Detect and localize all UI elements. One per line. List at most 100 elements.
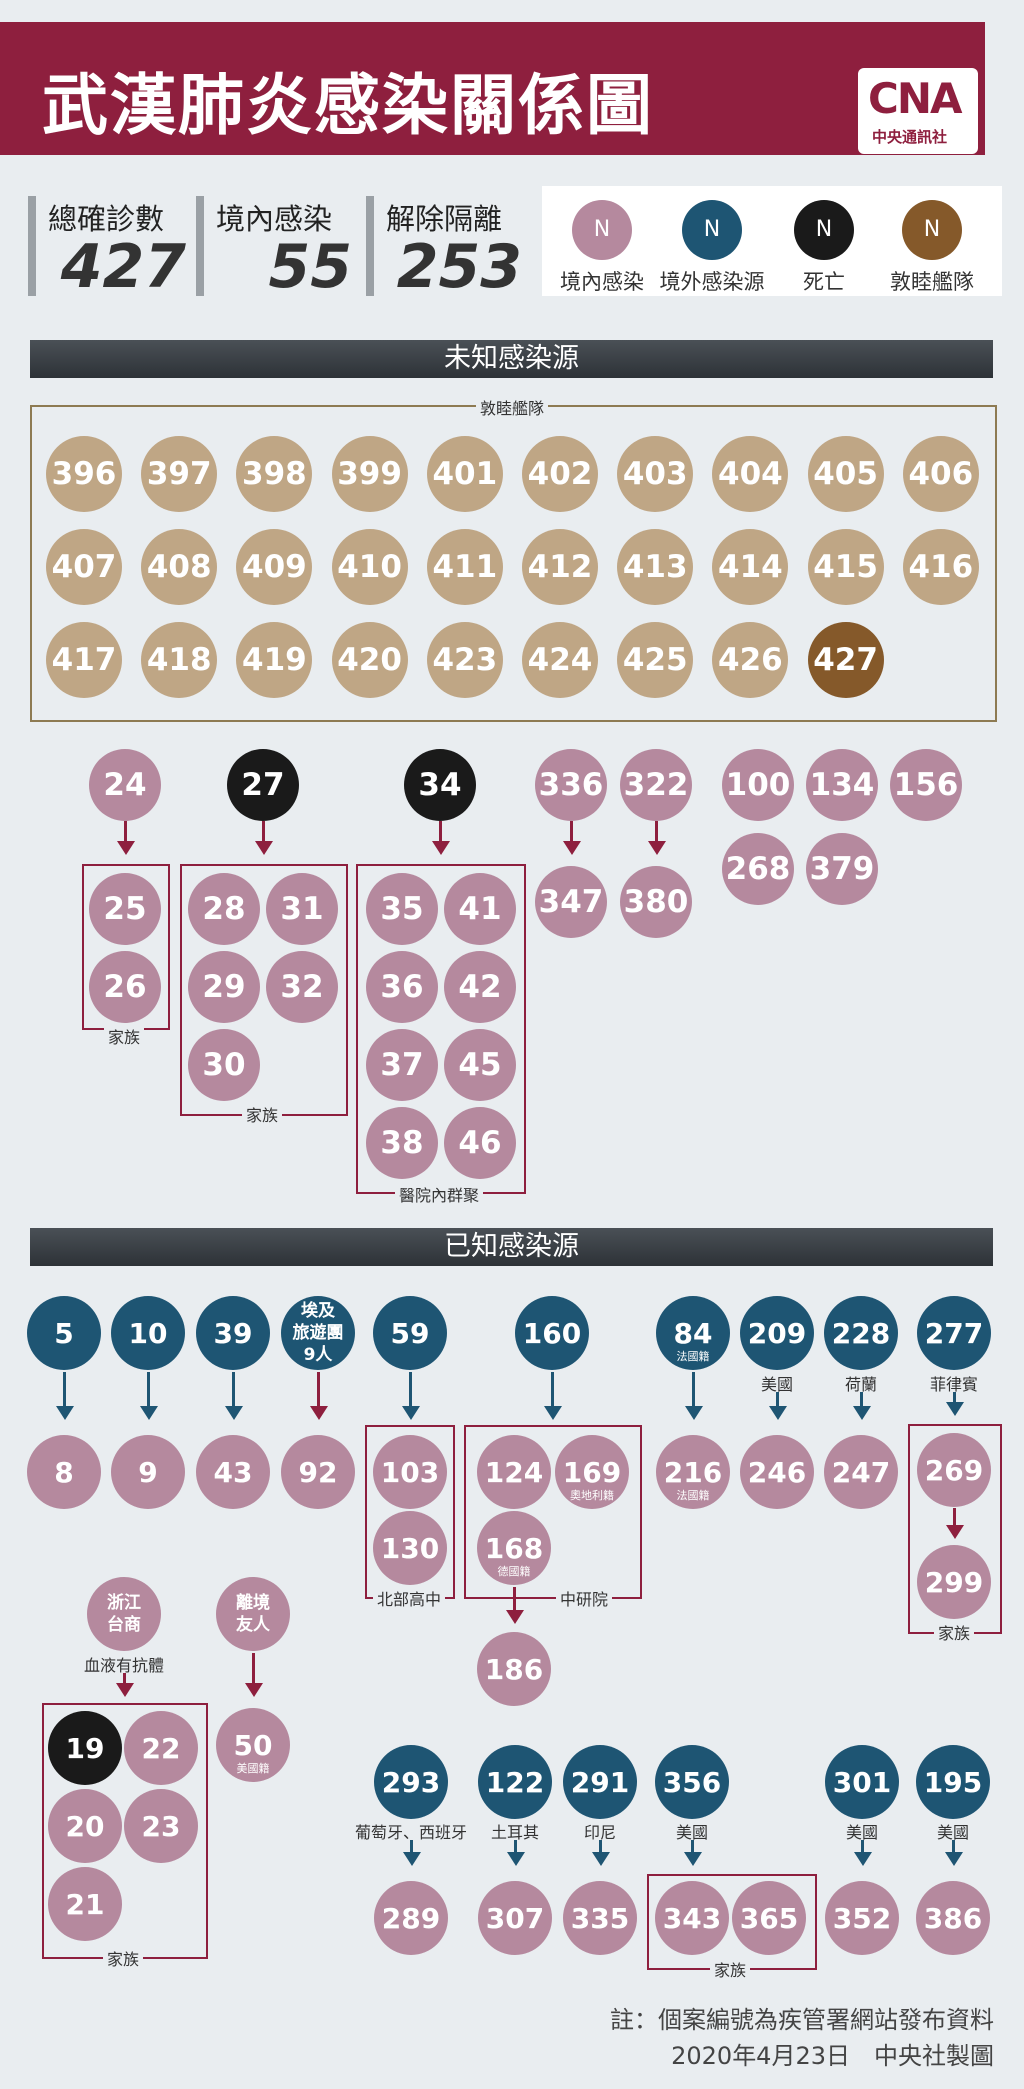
case-84: 84 法國籍 [656, 1296, 730, 1370]
case-299: 299 [917, 1545, 991, 1619]
fleet-case-408: 408 [141, 529, 218, 605]
case-84-nationality: 法國籍 [676, 1350, 710, 1363]
arrowhead-209 [768, 1406, 787, 1420]
case-38: 38 [366, 1107, 438, 1179]
case-269: 269 [917, 1433, 991, 1507]
legend-local: N 境內感染 [542, 200, 662, 296]
case-46: 46 [444, 1107, 516, 1179]
case-186: 186 [477, 1632, 551, 1706]
case-29: 29 [188, 951, 260, 1023]
arrowhead-122 [506, 1852, 525, 1866]
arrow-269 [953, 1508, 956, 1526]
case-209-country: 美國 [760, 1375, 794, 1394]
legend-imported-swatch: N [682, 200, 742, 260]
case-31: 31 [266, 873, 338, 945]
case-356: 356 [655, 1745, 729, 1819]
arrow-122 [514, 1840, 517, 1852]
fleet-box-label: 敦睦艦隊 [475, 395, 549, 419]
case-216-nationality: 法國籍 [676, 1489, 710, 1502]
arrow-egypt [317, 1372, 320, 1406]
case-23: 23 [124, 1789, 198, 1863]
fleet-case-412: 412 [522, 529, 598, 605]
arrow-195 [952, 1840, 955, 1852]
family-label-356: 家族 [709, 1957, 751, 1981]
fleet-case-397: 397 [141, 436, 218, 512]
legend-local-swatch: N [572, 200, 632, 260]
arrow-209 [776, 1392, 779, 1406]
case-169: 169 奧地利籍 [555, 1435, 629, 1509]
arrowhead-293 [402, 1852, 421, 1866]
arrow-322 [655, 821, 658, 841]
case-103: 103 [373, 1435, 447, 1509]
case-289: 289 [374, 1881, 448, 1955]
case-247: 247 [824, 1435, 898, 1509]
arrowhead-39 [224, 1406, 243, 1420]
case-100: 100 [722, 749, 794, 821]
case-32: 32 [266, 951, 338, 1023]
case-22: 22 [124, 1711, 198, 1785]
arrow-291 [599, 1840, 602, 1852]
arrow-168 [513, 1587, 516, 1611]
case-386: 386 [916, 1881, 990, 1955]
cna-logo-mark: CNA [868, 74, 962, 123]
arrowhead-160 [543, 1406, 562, 1420]
arrowhead-egypt [309, 1406, 328, 1420]
footer-note: 註：個案編號為疾管署網站發布資料 [610, 2006, 994, 2034]
case-50: 50 美國籍 [216, 1708, 290, 1782]
fleet-case-401: 401 [426, 436, 503, 512]
egypt-tour-group: 埃及 旅遊團 9人 [281, 1296, 355, 1370]
fleet-case-414: 414 [712, 529, 789, 605]
case-301: 301 [825, 1745, 899, 1819]
arrow-friend [252, 1653, 255, 1683]
legend-fleet-label: 敦睦艦隊 [890, 270, 974, 294]
departing-friend: 離境 友人 [216, 1577, 290, 1651]
case-130: 130 [373, 1511, 447, 1585]
fleet-case-398: 398 [236, 436, 313, 512]
case-34: 34 [404, 749, 476, 821]
case-160: 160 [515, 1296, 589, 1370]
arrow-301 [861, 1840, 864, 1852]
case-347: 347 [535, 866, 607, 938]
case-92: 92 [281, 1435, 355, 1509]
case-195: 195 [916, 1745, 990, 1819]
arrow-277 [953, 1392, 956, 1402]
footer-credit: 2020年4月23日 中央社製圖 [671, 2042, 994, 2070]
friend-line2: 友人 [236, 1615, 270, 1635]
case-168-nationality: 德國籍 [497, 1565, 531, 1578]
fleet-case-410: 410 [331, 529, 408, 605]
arrowhead-269 [945, 1525, 964, 1539]
case-335: 335 [563, 1881, 637, 1955]
case-39: 39 [196, 1296, 270, 1370]
arrow-10 [147, 1372, 150, 1406]
case-134: 134 [806, 749, 878, 821]
arrow-27 [262, 821, 265, 841]
fleet-case-406: 406 [902, 436, 979, 512]
case-293: 293 [374, 1745, 448, 1819]
arrowhead-59 [401, 1406, 420, 1420]
case-50-nationality: 美國籍 [236, 1762, 270, 1775]
case-246: 246 [740, 1435, 814, 1509]
arrowhead-27 [254, 841, 273, 855]
case-27: 27 [227, 749, 299, 821]
cna-logo: CNA 中央通訊社 [858, 68, 978, 154]
case-343: 343 [655, 1881, 729, 1955]
case-268: 268 [722, 833, 794, 905]
fleet-case-423: 423 [426, 622, 503, 698]
arrowhead-228 [852, 1406, 871, 1420]
arrow-228 [860, 1392, 863, 1406]
legend: N 境內感染 N 境外感染源 N 死亡 N 敦睦艦隊 [542, 186, 1002, 296]
stat-total-label: 總確診數 [48, 202, 165, 236]
case-228-country: 荷蘭 [844, 1375, 878, 1394]
case-5: 5 [27, 1296, 101, 1370]
arrowhead-336 [562, 841, 581, 855]
legend-death-swatch: N [794, 200, 854, 260]
case-59: 59 [373, 1296, 447, 1370]
case-168-number: 168 [484, 1531, 544, 1565]
stat-released-label: 解除隔離 [386, 202, 503, 236]
fleet-case-417: 417 [46, 622, 122, 698]
arrow-5 [63, 1372, 66, 1406]
case-169-number: 169 [562, 1455, 622, 1489]
case-84-number: 84 [673, 1316, 713, 1350]
case-291-country: 印尼 [583, 1823, 617, 1842]
fleet-case-418: 418 [141, 622, 218, 698]
